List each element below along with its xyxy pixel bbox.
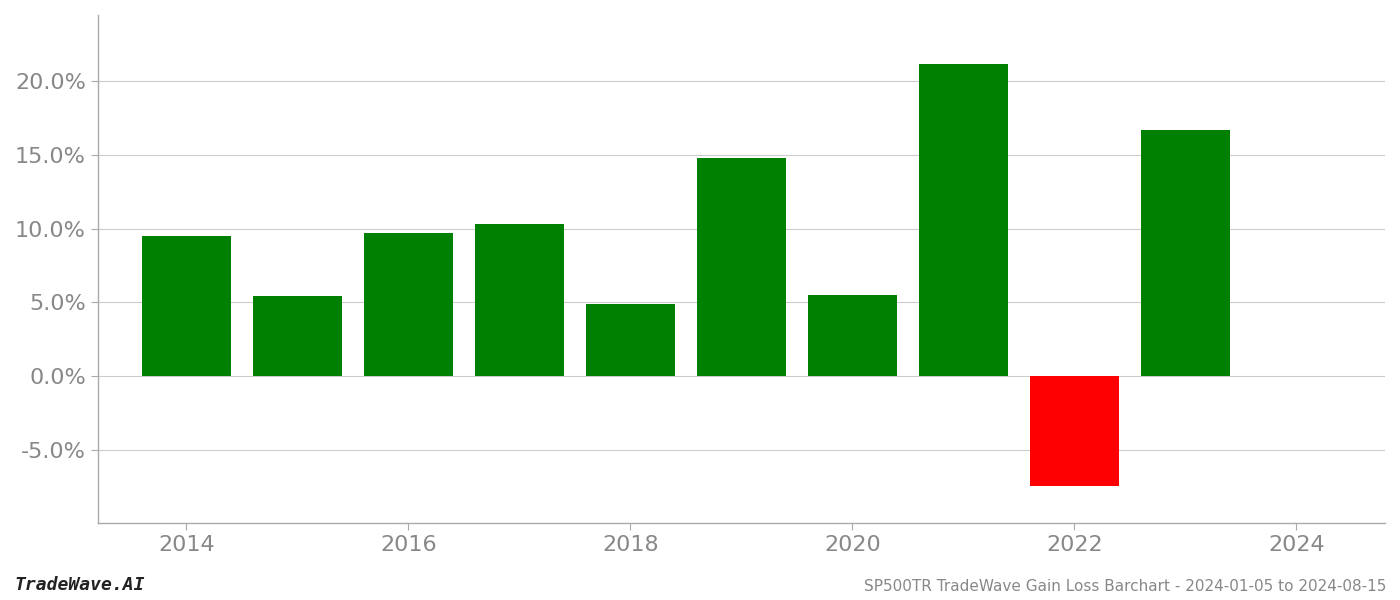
Bar: [141, 236, 231, 376]
Bar: [1141, 130, 1229, 376]
Bar: [475, 224, 564, 376]
Bar: [808, 295, 897, 376]
Text: TradeWave.AI: TradeWave.AI: [14, 576, 144, 594]
Bar: [918, 64, 1008, 376]
Text: SP500TR TradeWave Gain Loss Barchart - 2024-01-05 to 2024-08-15: SP500TR TradeWave Gain Loss Barchart - 2…: [864, 579, 1386, 594]
Bar: [1030, 376, 1119, 487]
Bar: [364, 233, 452, 376]
Bar: [587, 304, 675, 376]
Bar: [253, 296, 342, 376]
Bar: [697, 158, 785, 376]
